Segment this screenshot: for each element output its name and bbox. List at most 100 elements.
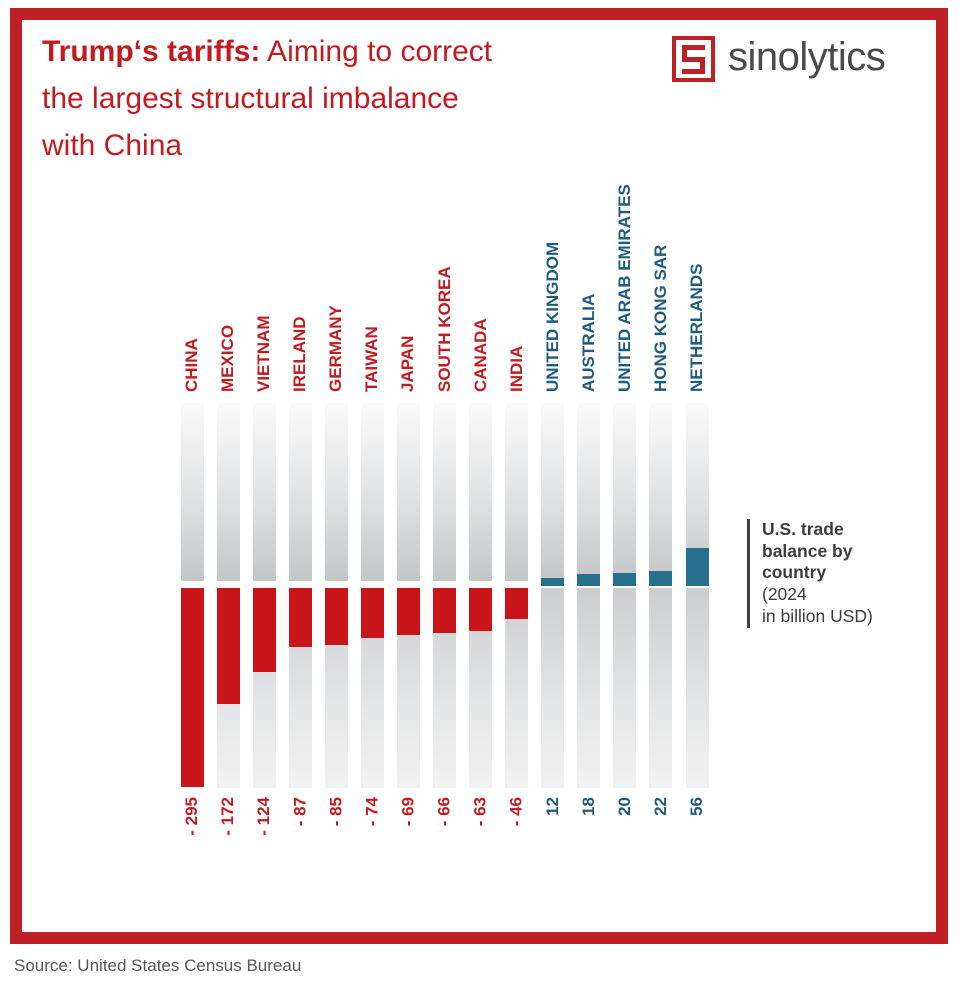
column-background-bottom xyxy=(613,588,637,788)
country-label: MEXICO xyxy=(218,324,238,392)
column-background-top xyxy=(180,403,204,581)
chart-column: INDIA - 46 xyxy=(505,346,529,826)
country-label: HONG KONG SAR xyxy=(650,244,670,392)
country-label: CANADA xyxy=(470,318,490,392)
column-background-bottom xyxy=(469,588,493,788)
column-background-top xyxy=(288,403,312,581)
bar-ireland xyxy=(288,588,312,647)
bar-india xyxy=(505,588,529,620)
bar-japan xyxy=(396,588,420,635)
value-label: 12 xyxy=(542,797,562,816)
bar-vietnam xyxy=(252,588,276,672)
chart-annotation: U.S. trade balance by country (2024 in b… xyxy=(747,519,873,628)
chart-column: UNITED KINGDOM 12 xyxy=(541,242,565,816)
value-label: 56 xyxy=(687,797,706,816)
column-background-top xyxy=(433,403,456,581)
value-label: - 85 xyxy=(326,797,346,827)
country-label: SOUTH KOREA xyxy=(434,266,454,392)
chart-column: JAPAN - 69 xyxy=(396,336,420,826)
column-background-bottom xyxy=(649,588,673,788)
bar-united-kingdom xyxy=(541,577,565,586)
country-label: UNITED KINGDOM xyxy=(542,241,562,392)
value-label: - 87 xyxy=(290,797,310,827)
bar-china xyxy=(180,588,204,788)
column-background-top xyxy=(649,403,673,581)
country-label: AUSTRALIA xyxy=(578,293,598,392)
chart-column: TAIWAN - 74 xyxy=(360,326,384,826)
country-label: CHINA xyxy=(182,338,201,392)
value-label: 22 xyxy=(650,797,670,816)
title-line-1: Trump‘s tariffs: Aiming to correct xyxy=(42,28,492,75)
value-label: - 46 xyxy=(506,797,526,827)
source-note: Source: United States Census Bureau xyxy=(14,956,302,975)
sinolytics-logo: sinolytics xyxy=(672,34,886,82)
chart-column: HONG KONG SAR 22 xyxy=(649,245,673,816)
value-label: - 124 xyxy=(254,797,274,836)
column-background-bottom xyxy=(541,588,565,788)
column-background-top xyxy=(396,403,420,581)
column-background-bottom xyxy=(396,588,420,788)
bar-hong-kong-sar xyxy=(649,571,673,587)
chart-column: GERMANY - 85 xyxy=(324,305,348,826)
logo-wordmark: sinolytics xyxy=(728,34,886,79)
chart-column: UNITED ARAB EMIRATES 20 xyxy=(613,184,637,816)
column-background-top xyxy=(541,403,565,581)
column-background-top xyxy=(685,403,709,581)
annotation-line: (2024 xyxy=(762,584,807,605)
bar-mexico xyxy=(216,588,240,705)
value-label: 20 xyxy=(614,797,634,816)
column-background-top xyxy=(469,403,493,581)
bar-united-arab-emirates xyxy=(613,572,637,586)
column-background-bottom xyxy=(577,588,601,788)
title-line-2: the largest structural imbalance xyxy=(42,82,459,115)
sinolytics-logo-icon xyxy=(672,36,715,82)
bar-canada xyxy=(469,588,493,631)
bar-taiwan xyxy=(360,588,384,638)
value-label: - 69 xyxy=(398,797,418,827)
column-background-top xyxy=(577,403,601,581)
page-title: Trump‘s tariffs: Aiming to correct the l… xyxy=(42,28,492,169)
column-background-bottom xyxy=(433,588,456,788)
annotation-line: country xyxy=(762,562,827,583)
country-label: IRELAND xyxy=(290,316,310,392)
annotation-line: U.S. trade xyxy=(762,519,844,539)
column-background-top xyxy=(216,403,240,581)
column-background-top xyxy=(613,403,637,581)
chart-column: VIETNAM - 124 xyxy=(252,316,276,836)
column-background-bottom xyxy=(685,588,709,788)
column-background-bottom xyxy=(505,588,529,788)
column-background-top xyxy=(324,403,348,581)
bar-australia xyxy=(577,573,601,586)
value-label: - 74 xyxy=(362,797,382,827)
chart-column: CHINA - 295 xyxy=(180,338,204,836)
column-background-top xyxy=(360,403,384,581)
annotation-line: balance by xyxy=(762,540,853,561)
bar-south-korea xyxy=(433,588,456,633)
chart-column: AUSTRALIA 18 xyxy=(577,294,601,816)
chart-column: SOUTH KOREA - 66 xyxy=(433,266,456,826)
chart-column: MEXICO - 172 xyxy=(216,325,240,836)
country-label: NETHERLANDS xyxy=(687,263,706,392)
bar-germany xyxy=(324,588,348,646)
chart-column: IRELAND - 87 xyxy=(288,316,312,826)
country-label: UNITED ARAB EMIRATES xyxy=(614,184,634,392)
value-label: - 63 xyxy=(470,797,490,827)
value-label: - 66 xyxy=(434,797,454,827)
annotation-line: in billion USD) xyxy=(762,605,873,626)
chart-column: NETHERLANDS 56 xyxy=(685,264,709,816)
country-label: VIETNAM xyxy=(254,315,274,393)
column-background-bottom xyxy=(360,588,384,788)
title-line-3: with China xyxy=(42,129,183,162)
country-label: TAIWAN xyxy=(362,326,382,392)
chart-column: CANADA - 63 xyxy=(469,318,493,826)
column-background-top xyxy=(505,403,529,581)
title-line-1-rest: Aiming to correct xyxy=(260,35,493,68)
country-label: GERMANY xyxy=(326,305,346,392)
country-label: INDIA xyxy=(506,345,526,392)
value-label: - 295 xyxy=(182,797,201,836)
value-label: 18 xyxy=(578,797,598,816)
bar-netherlands xyxy=(685,548,709,586)
column-background-top xyxy=(252,403,276,581)
